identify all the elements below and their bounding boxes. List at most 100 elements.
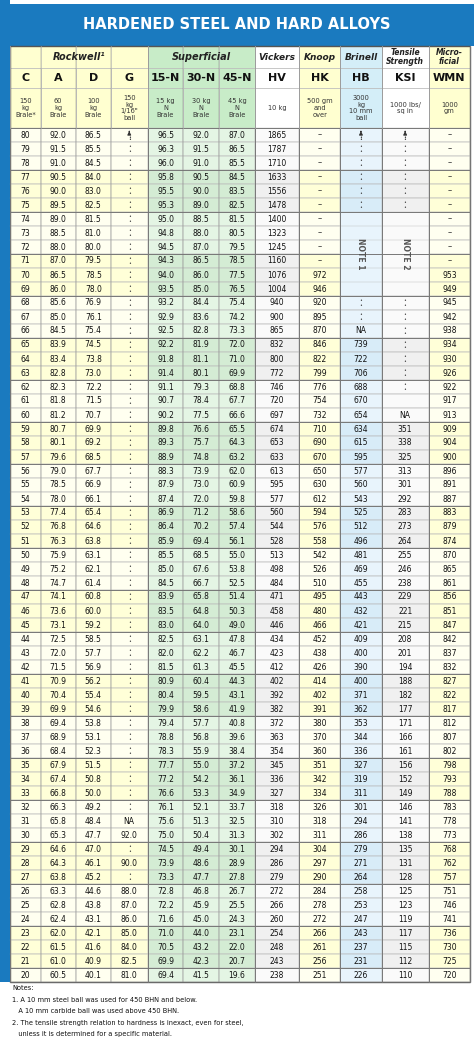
Text: 64.0: 64.0 xyxy=(193,620,210,630)
Bar xyxy=(219,534,255,548)
Bar xyxy=(219,352,255,366)
Text: 64.3: 64.3 xyxy=(50,858,67,868)
Text: 48.6: 48.6 xyxy=(193,858,210,868)
Bar xyxy=(219,562,255,576)
Bar xyxy=(111,324,148,339)
Text: 895: 895 xyxy=(312,312,327,322)
Text: 74.2: 74.2 xyxy=(228,312,246,322)
Text: 68: 68 xyxy=(20,299,30,307)
Text: 260: 260 xyxy=(270,915,284,923)
Bar xyxy=(10,604,41,618)
Text: 20.7: 20.7 xyxy=(228,957,246,965)
Text: 934: 934 xyxy=(442,341,456,349)
Text: •: • xyxy=(128,634,131,639)
Text: 53.8: 53.8 xyxy=(228,565,246,573)
Text: 654: 654 xyxy=(354,411,368,419)
Text: 65.5: 65.5 xyxy=(228,424,246,434)
Bar xyxy=(10,198,41,212)
Bar xyxy=(10,366,41,380)
Text: 20: 20 xyxy=(20,970,30,980)
Text: •: • xyxy=(128,845,131,849)
Text: 633: 633 xyxy=(270,453,284,461)
Bar xyxy=(219,88,255,128)
Text: •: • xyxy=(128,246,131,252)
Bar xyxy=(10,184,41,198)
Text: 112: 112 xyxy=(398,957,412,965)
Bar xyxy=(148,674,183,687)
Bar xyxy=(428,394,470,408)
Bar xyxy=(382,170,428,184)
Text: 90.2: 90.2 xyxy=(157,411,174,419)
Bar xyxy=(183,254,219,268)
Text: 40.8: 40.8 xyxy=(228,719,246,727)
Bar xyxy=(255,772,299,786)
Text: 69.4: 69.4 xyxy=(157,970,174,980)
Text: •: • xyxy=(359,158,363,163)
Bar xyxy=(76,926,111,940)
Text: 73.1: 73.1 xyxy=(50,620,66,630)
Bar xyxy=(10,394,41,408)
Text: –: – xyxy=(447,257,451,265)
Text: –: – xyxy=(447,200,451,210)
Text: •: • xyxy=(404,354,407,359)
Text: 91.5: 91.5 xyxy=(193,145,210,153)
Bar xyxy=(10,380,41,394)
Bar xyxy=(428,240,470,254)
Text: –: – xyxy=(447,173,451,181)
Bar xyxy=(382,632,428,646)
Text: 131: 131 xyxy=(398,858,412,868)
Text: •: • xyxy=(128,611,131,615)
Bar xyxy=(41,800,76,814)
Bar xyxy=(148,814,183,828)
Text: 865: 865 xyxy=(270,327,284,335)
Text: •: • xyxy=(128,354,131,359)
Bar xyxy=(340,506,382,520)
Bar xyxy=(255,870,299,885)
Text: 283: 283 xyxy=(398,508,412,518)
Text: 27: 27 xyxy=(20,873,30,881)
Text: –: – xyxy=(318,257,322,265)
Bar xyxy=(111,352,148,366)
Bar xyxy=(255,926,299,940)
Text: 44.3: 44.3 xyxy=(228,677,246,685)
Bar xyxy=(76,436,111,450)
Bar xyxy=(382,744,428,758)
Text: 47: 47 xyxy=(20,592,30,602)
Bar xyxy=(255,646,299,660)
Text: 512: 512 xyxy=(354,523,368,531)
Bar xyxy=(10,282,41,296)
Text: 44.6: 44.6 xyxy=(85,887,102,895)
Text: 79.5: 79.5 xyxy=(228,242,246,252)
Bar xyxy=(41,716,76,730)
Bar xyxy=(299,464,340,478)
Bar xyxy=(41,687,76,702)
Bar xyxy=(382,926,428,940)
Text: 88.5: 88.5 xyxy=(193,215,210,223)
Text: 812: 812 xyxy=(442,719,456,727)
Bar xyxy=(111,786,148,800)
Text: 2. The tensile strength relation to hardness is inexact, even for steel,: 2. The tensile strength relation to hard… xyxy=(12,1020,244,1026)
Bar xyxy=(148,68,183,88)
Text: •: • xyxy=(128,411,131,415)
Text: 80.4: 80.4 xyxy=(157,691,174,699)
Text: 278: 278 xyxy=(312,900,327,910)
Text: •: • xyxy=(128,876,131,881)
Bar xyxy=(148,898,183,912)
Bar xyxy=(148,534,183,548)
Bar xyxy=(76,898,111,912)
Bar xyxy=(183,576,219,590)
Bar xyxy=(428,786,470,800)
Bar xyxy=(428,184,470,198)
Text: 71.5: 71.5 xyxy=(85,396,102,406)
Bar xyxy=(219,968,255,982)
Text: 73.9: 73.9 xyxy=(193,466,210,476)
Bar xyxy=(76,954,111,968)
Text: 188: 188 xyxy=(398,677,412,685)
Text: •: • xyxy=(128,453,131,457)
Bar xyxy=(219,68,255,88)
Text: 443: 443 xyxy=(354,592,368,602)
Bar xyxy=(255,632,299,646)
Bar xyxy=(382,856,428,870)
Text: 38.4: 38.4 xyxy=(228,746,246,756)
Bar xyxy=(76,885,111,898)
